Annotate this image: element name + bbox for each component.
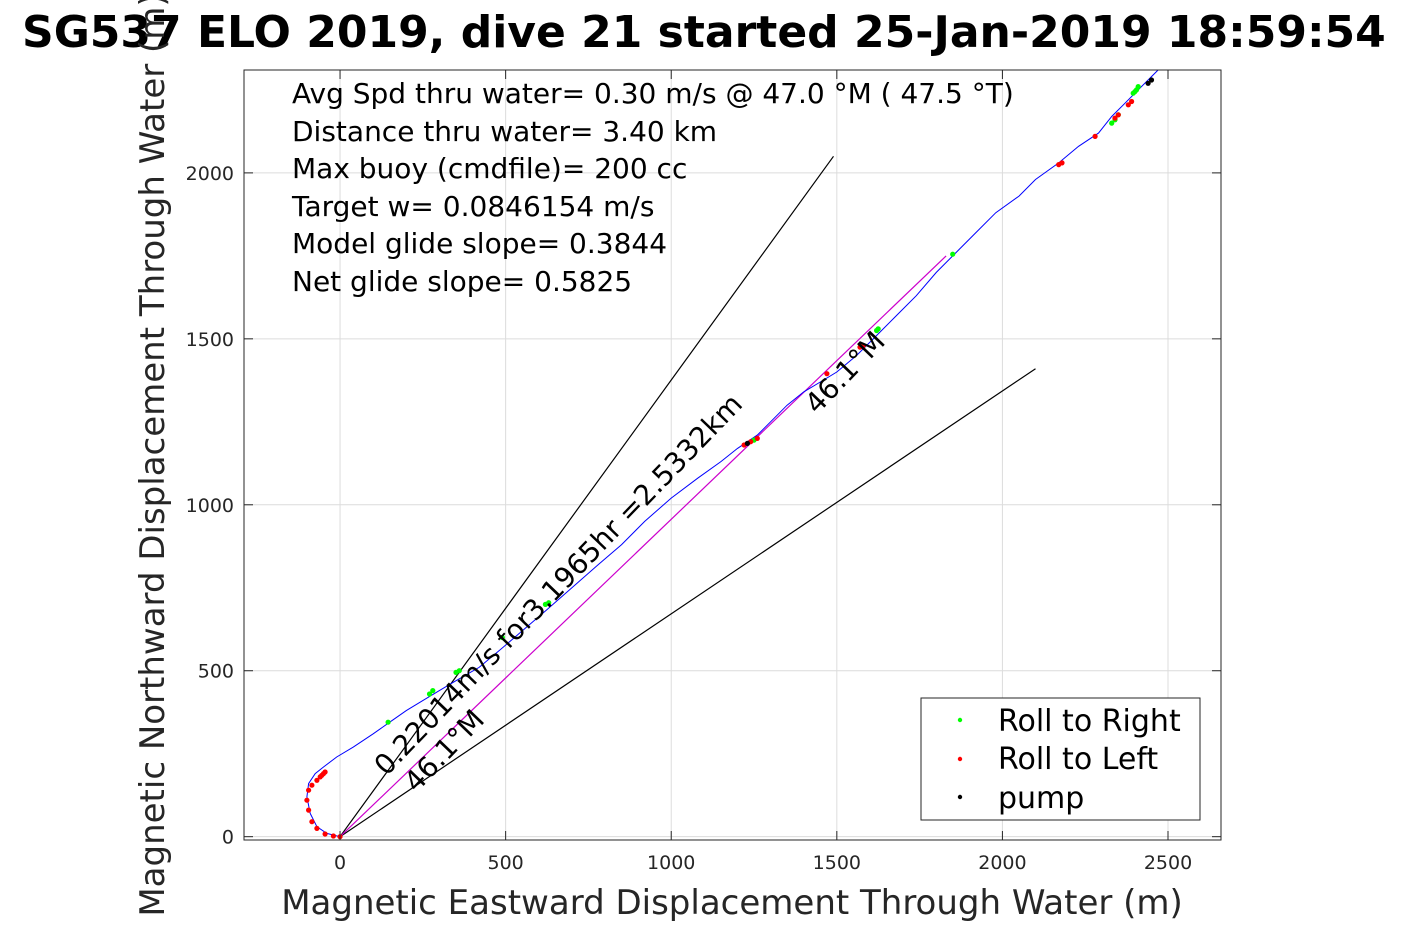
x-tick-label: 500 [488, 852, 524, 874]
legend-marker-roll-left [957, 756, 963, 762]
annotation-distance: Distance thru water= 3.40 km [292, 115, 717, 148]
chart-title: SG537 ELO 2019, dive 21 started 25-Jan-2… [22, 7, 1386, 58]
y-tick-label: 1500 [186, 329, 234, 351]
legend-label-pump: pump [998, 781, 1084, 816]
legend-marker-pump [957, 794, 963, 800]
point-roll-to-left [309, 819, 315, 825]
reference-line-cone-upper [339, 155, 834, 838]
x-axis-label: Magnetic Eastward Displacement Through W… [281, 883, 1183, 923]
point-roll-to-right [456, 668, 462, 674]
point-roll-to-left [304, 797, 310, 803]
x-tick-label: 1500 [813, 852, 861, 874]
point-roll-to-left [322, 769, 328, 775]
point-roll-to-left [1115, 112, 1121, 118]
ticks: 0 500 1000 1500 2000 2500 0 500 1000 1500 2000 [186, 70, 1221, 874]
x-tick-label: 2000 [978, 852, 1026, 874]
point-roll-to-right [546, 600, 552, 606]
point-roll-to-left [314, 777, 320, 783]
point-roll-to-left [860, 342, 866, 349]
point-roll-to-left [754, 435, 760, 441]
point-roll-to-right [499, 634, 505, 641]
rotated-label-0: 0.22014m/s for3.1965hr =2.5332km [368, 387, 749, 781]
x-tick-label: 0 [334, 852, 346, 874]
legend-label-roll-right: Roll to Right [998, 704, 1181, 739]
point-roll-to-left [1112, 115, 1118, 121]
annotation-model-glide: Model glide slope= 0.3844 [292, 227, 667, 260]
annotation-block: Avg Spd thru water= 0.30 m/s @ 47.0 °M (… [291, 77, 1014, 298]
point-roll-to-left [306, 807, 312, 813]
point-roll-to-left [330, 833, 336, 839]
annotation-avg-speed: Avg Spd thru water= 0.30 m/s @ 47.0 °M (… [292, 77, 1014, 110]
rotated-labels: 0.22014m/s for3.1965hr =2.5332km46.1°M46… [368, 325, 892, 799]
point-roll-to-right [1109, 120, 1115, 126]
grid [244, 70, 1221, 840]
point-roll-to-right [426, 691, 433, 697]
y-tick-label: 1000 [186, 495, 234, 517]
legend-label-roll-left: Roll to Left [998, 742, 1158, 777]
point-roll-to-left [824, 371, 830, 377]
point-roll-to-right [875, 326, 881, 332]
legend-box [920, 697, 1201, 821]
point-roll-to-right [430, 688, 436, 694]
point-pump [1145, 80, 1151, 86]
annotation-target-w: Target w= 0.0846154 m/s [291, 190, 654, 223]
legend: Roll to Right Roll to Left pump [920, 697, 1201, 821]
x-tick-label: 2500 [1144, 852, 1192, 874]
plot-frame [243, 69, 1222, 841]
point-roll-to-left [1059, 160, 1065, 166]
x-tick-label: 1000 [647, 852, 695, 874]
annotation-max-buoy: Max buoy (cmdfile)= 200 cc [292, 152, 687, 185]
annotation-net-glide: Net glide slope= 0.5825 [292, 265, 632, 298]
series [304, 69, 1159, 840]
point-roll-to-left [322, 831, 328, 837]
point-roll-to-left [1125, 102, 1131, 108]
point-roll-to-right [385, 719, 391, 725]
y-tick-label: 0 [222, 827, 234, 849]
reference-lines [339, 155, 1036, 838]
point-roll-to-left [306, 787, 312, 793]
point-roll-to-right [950, 251, 956, 257]
legend-marker-roll-right [957, 717, 963, 723]
reference-line-current-vector [339, 255, 947, 838]
point-pump [1148, 77, 1155, 83]
point-roll-to-left [314, 825, 320, 832]
reference-line-cone-lower [339, 368, 1036, 838]
y-tick-label: 2000 [186, 163, 234, 185]
y-tick-label: 500 [198, 661, 234, 683]
y-axis-label: Magnetic Northward Displacement Through … [133, 0, 173, 917]
series-line-track [306, 69, 1159, 838]
point-roll-to-right [1135, 84, 1141, 90]
point-roll-to-left [1129, 98, 1135, 105]
point-roll-to-left [309, 782, 315, 788]
point-roll-to-left [1092, 133, 1098, 139]
point-pump [744, 440, 751, 446]
